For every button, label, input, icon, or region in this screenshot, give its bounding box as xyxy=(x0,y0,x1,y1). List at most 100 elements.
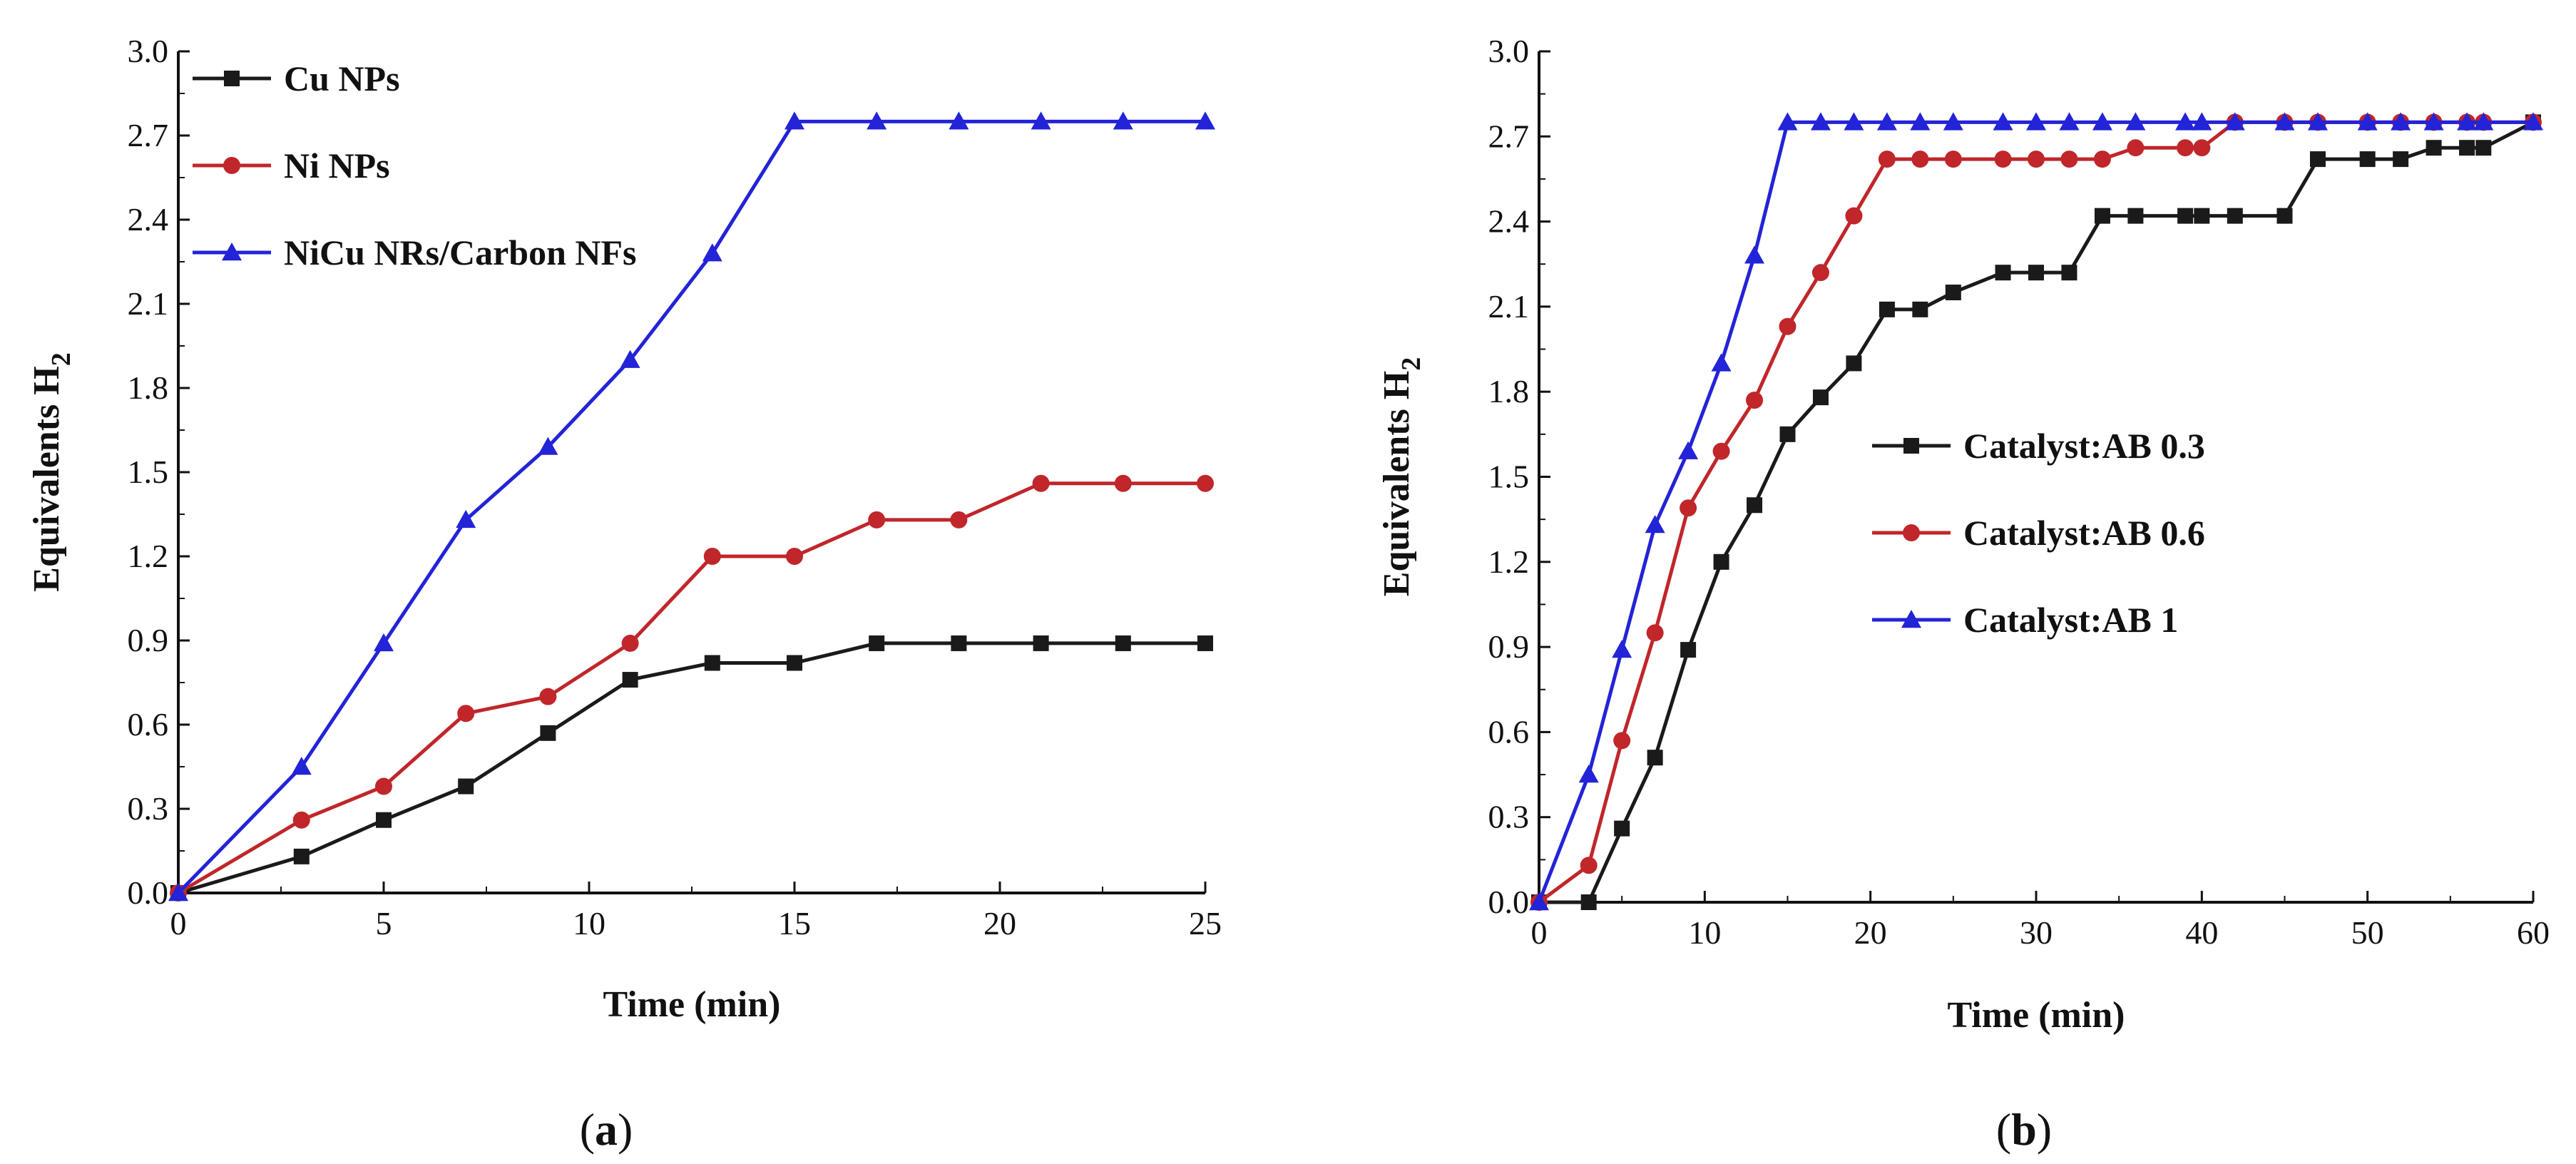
data-point xyxy=(1197,635,1213,651)
x-axis-label: Time (min) xyxy=(603,984,781,1025)
y-axis-label: Equivalents H2 xyxy=(26,352,76,591)
data-point xyxy=(1876,112,1897,131)
x-tick-label: 20 xyxy=(1854,914,1887,951)
data-point xyxy=(1712,442,1730,460)
series-0 xyxy=(170,635,1213,901)
x-tick-label: 10 xyxy=(573,905,605,941)
data-point xyxy=(1578,765,1599,783)
data-point xyxy=(2276,208,2293,224)
y-axis-label-main: Equivalents H xyxy=(26,366,67,591)
data-point xyxy=(2194,208,2210,224)
x-tick-label: 60 xyxy=(2517,914,2550,951)
series-1 xyxy=(170,474,1214,902)
data-point xyxy=(2177,139,2194,157)
series-2 xyxy=(1529,112,2543,911)
y-tick-label: 2.7 xyxy=(1488,118,1530,154)
data-point xyxy=(2059,112,2080,131)
data-point xyxy=(2125,112,2146,131)
data-point xyxy=(458,778,474,795)
x-tick-label: 15 xyxy=(778,905,811,941)
legend-label: NiCu NRs/Carbon NFs xyxy=(284,233,637,272)
data-point xyxy=(293,848,310,864)
y-tick-label: 0.0 xyxy=(128,874,169,911)
data-point xyxy=(622,672,638,688)
data-point xyxy=(1580,857,1598,874)
data-point xyxy=(2307,112,2328,131)
data-point xyxy=(1113,111,1133,130)
data-point xyxy=(374,633,394,652)
data-point xyxy=(704,655,720,671)
data-point xyxy=(1747,497,1763,514)
legend-label: Catalyst:AB 0.6 xyxy=(1963,513,2205,553)
data-point xyxy=(784,111,804,130)
panel-b: 0.0 0.3 0.6 0.9 1.2 1.5 1.8 2.1 2.4 2.7 3.0 0 10 20 30… xyxy=(1376,33,2550,1155)
data-point xyxy=(2393,151,2409,168)
data-point xyxy=(703,548,721,565)
legend: Catalyst:AB 0.3 Catalyst:AB 0.6 Catalyst:A… xyxy=(1872,426,2205,640)
x-tick-label: 0 xyxy=(170,905,187,941)
data-point xyxy=(2423,112,2444,131)
caption-letter: a xyxy=(595,1104,618,1155)
y-tick-label: 0.0 xyxy=(1488,884,1530,920)
data-point xyxy=(621,634,639,652)
data-point xyxy=(950,511,968,529)
data-point xyxy=(786,548,803,565)
data-point xyxy=(1994,150,2012,168)
data-point xyxy=(457,705,475,723)
data-point xyxy=(2192,112,2212,131)
data-point xyxy=(2177,208,2194,224)
data-point xyxy=(2459,140,2475,156)
data-point xyxy=(538,436,558,455)
data-point xyxy=(1114,474,1132,492)
data-point xyxy=(1115,635,1131,651)
data-point xyxy=(2193,139,2211,157)
legend-marker xyxy=(222,242,242,261)
legend-marker xyxy=(1901,610,1921,628)
y-tick-label: 0.3 xyxy=(1488,799,1530,835)
caption-letter: b xyxy=(2011,1104,2037,1155)
data-point xyxy=(1613,732,1631,750)
data-point xyxy=(1944,150,1962,168)
data-point xyxy=(2060,150,2078,168)
data-point xyxy=(1844,112,1864,131)
data-point xyxy=(2309,151,2326,168)
data-point xyxy=(2061,265,2077,281)
y-tick-label: 1.8 xyxy=(128,369,169,406)
x-tick-label: 0 xyxy=(1531,914,1548,951)
data-point xyxy=(2359,151,2376,168)
series-line xyxy=(178,641,1205,895)
data-point xyxy=(1945,285,1961,301)
panel-caption: (b) xyxy=(1996,1104,2052,1155)
data-point xyxy=(1777,112,1798,131)
y-tick-label: 1.2 xyxy=(1488,543,1530,580)
data-point xyxy=(1033,635,1049,651)
data-point xyxy=(1614,820,1630,837)
data-point xyxy=(1195,111,1215,130)
data-point xyxy=(867,111,887,130)
y-tick-label: 3.0 xyxy=(1488,33,1530,69)
data-point xyxy=(1713,553,1729,570)
y-axis-label-subscript: 2 xyxy=(46,352,76,366)
data-point xyxy=(1647,750,1663,766)
data-point xyxy=(1912,301,1928,317)
y-tick-label: 2.1 xyxy=(1488,288,1530,325)
data-point xyxy=(868,511,886,529)
data-point xyxy=(620,349,640,368)
data-point xyxy=(1031,111,1051,130)
data-point xyxy=(168,883,188,902)
y-tick-label: 0.6 xyxy=(1488,713,1530,750)
legend-label: Catalyst:AB 1 xyxy=(1963,600,2178,640)
data-point xyxy=(1746,392,1764,409)
data-point xyxy=(1646,624,1664,642)
y-tick-label: 1.5 xyxy=(128,454,169,490)
data-point xyxy=(2227,208,2243,224)
series-line xyxy=(177,481,1205,895)
data-point xyxy=(292,811,310,829)
data-point xyxy=(1911,150,1929,168)
caption-close-paren: ) xyxy=(618,1104,633,1155)
legend-marker xyxy=(223,157,240,174)
data-point xyxy=(1812,389,1829,406)
legend-marker xyxy=(1903,438,1919,454)
legend-label: Catalyst:AB 0.3 xyxy=(1963,426,2205,466)
data-point xyxy=(1993,112,2013,131)
